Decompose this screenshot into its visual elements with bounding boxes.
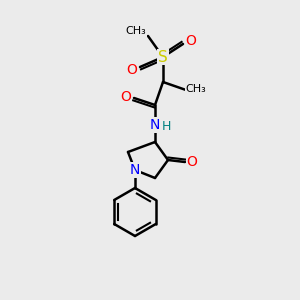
Text: O: O [127, 63, 137, 77]
Text: O: O [187, 155, 197, 169]
Text: N: N [150, 118, 160, 132]
Text: O: O [186, 34, 196, 48]
Text: H: H [161, 119, 171, 133]
Text: S: S [158, 50, 168, 64]
Text: N: N [130, 163, 140, 177]
Text: O: O [121, 90, 131, 104]
Text: CH₃: CH₃ [126, 26, 146, 36]
Text: CH₃: CH₃ [186, 84, 206, 94]
